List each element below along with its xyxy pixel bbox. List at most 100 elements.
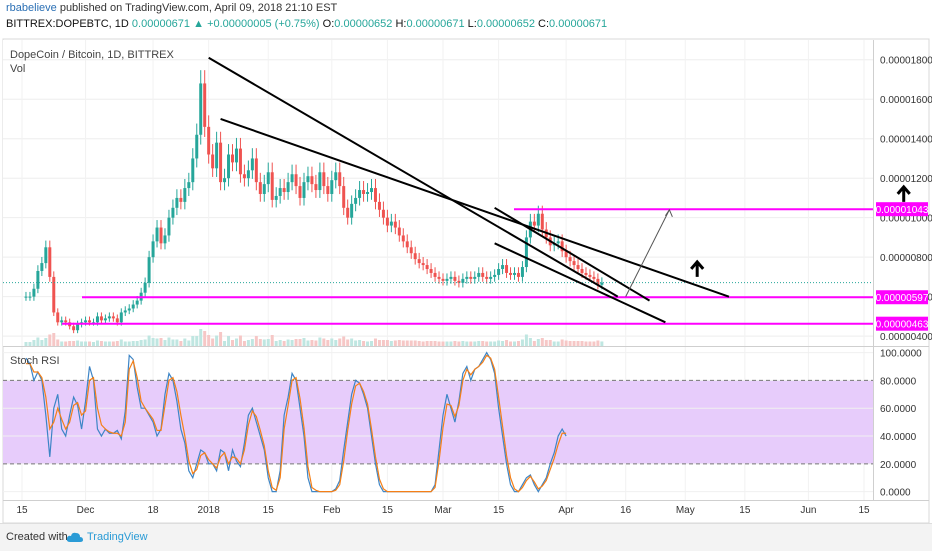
volume-bar [370, 341, 374, 346]
volume-bar [600, 341, 604, 346]
candle-body [437, 276, 441, 279]
volume-bar [520, 339, 524, 346]
volume-bar [425, 341, 429, 346]
projection-arrowhead [664, 208, 673, 217]
close-label: C: [538, 18, 550, 30]
trendline [220, 118, 730, 298]
candle-body [560, 241, 564, 252]
candle-body [449, 276, 453, 279]
candle-body [290, 174, 294, 183]
rsi-tick-label: 40.0000 [880, 432, 917, 443]
price-tick-label: 0.00001400 [880, 135, 932, 146]
volume-bar [536, 339, 540, 346]
volume-bar [84, 341, 88, 346]
volume-bar [72, 341, 76, 346]
volume-bar [91, 342, 95, 346]
candle-body [457, 280, 461, 283]
volume-bar [207, 335, 211, 346]
trendline [208, 56, 619, 298]
volume-bar [405, 340, 409, 346]
volume-bar [127, 341, 131, 346]
volume-bar [588, 341, 592, 346]
candle-body [215, 142, 219, 169]
candle-body [362, 190, 366, 194]
candle-body [409, 247, 413, 254]
volume-bar [441, 341, 445, 346]
volume-bar [346, 339, 350, 346]
candle-body [318, 172, 322, 191]
rsi-axis[interactable]: 100.0000 80.0000 60.0000 40.0000 20.0000 0.00… [880, 349, 922, 499]
volume-bar [417, 341, 421, 346]
candle-body [433, 272, 437, 277]
volume-bar [163, 340, 167, 346]
candle-body [250, 158, 254, 171]
candle-body [227, 154, 231, 179]
candle-body [278, 188, 282, 196]
chart-canvas[interactable]: DopeCoin / Bitcoin, 1D, BITTREX Vol 0.00… [0, 0, 932, 523]
candle-body [84, 320, 88, 323]
candle-body [274, 195, 278, 200]
volume-bar [262, 339, 266, 346]
volume-bar [143, 339, 147, 346]
candle-body [580, 269, 584, 273]
volume-bar [449, 341, 453, 346]
candle-body [556, 241, 560, 244]
candle-body [306, 176, 310, 183]
candle-body [219, 142, 223, 183]
time-tick-label: Mar [434, 505, 452, 516]
volume-bar [584, 341, 588, 346]
volume-bar [80, 341, 84, 346]
candle-body [231, 154, 234, 163]
volume-bar [274, 341, 278, 346]
candle-body [385, 217, 389, 226]
volume-bar [234, 338, 238, 346]
price-tick-label: 0.00001800 [880, 56, 932, 67]
volume-bar [453, 341, 457, 346]
candle-body [576, 265, 580, 270]
time-axis[interactable]: 15 Dec 18 2018 15 Feb 15 Mar 15 Apr 16 May 15 Jun 15 [16, 505, 870, 516]
candle-body [294, 174, 298, 187]
volume-bar [342, 336, 346, 346]
rsi-pane[interactable]: Stoch RSI 100.0000 80.0000 60.0000 40.0000 2… [3, 349, 922, 499]
candle-body [211, 154, 215, 169]
price-change: +0.00000005 (+0.75%) [207, 18, 320, 30]
up-arrow-icon [896, 184, 911, 202]
rsi-title: Stoch RSI [10, 355, 60, 367]
author-link[interactable]: rbabelieve [6, 2, 57, 14]
candle-body [88, 320, 92, 323]
volume-bar [485, 341, 489, 346]
volume-bar [477, 341, 481, 346]
volume-bar [421, 341, 425, 346]
time-tick-label: May [676, 505, 695, 516]
time-tick-label: 2018 [198, 505, 221, 516]
tradingview-link[interactable]: TradingView [87, 531, 148, 543]
candle-body [262, 184, 266, 194]
candle-body [175, 197, 179, 208]
volume-bar [457, 341, 461, 346]
volume-bar [52, 333, 56, 346]
candle-body [103, 318, 107, 321]
price-pane-bg [3, 40, 873, 346]
candle-body [183, 188, 187, 202]
candle-body [115, 318, 119, 323]
candle-body [346, 207, 350, 218]
volume-bar [48, 334, 52, 346]
volume-bar [242, 341, 246, 346]
last-price: 0.00000671 [131, 18, 191, 30]
volume-bar [147, 335, 151, 346]
volume-bar [437, 341, 441, 346]
volume-bar [135, 341, 139, 346]
candle-body [64, 320, 68, 323]
volume-bar [266, 339, 270, 346]
candle-body [44, 247, 48, 264]
price-pane[interactable]: DopeCoin / Bitcoin, 1D, BITTREX Vol 0.00… [3, 40, 932, 500]
volume-bar [556, 341, 560, 346]
candle-body [338, 172, 342, 187]
candle-body [187, 182, 191, 189]
volume-bar [60, 341, 64, 346]
volume-bar [32, 340, 36, 346]
price-axis[interactable]: 0.00001800 0.00001600 0.00001400 0.00001200… [876, 56, 932, 343]
open-value: 0.00000652 [334, 18, 393, 30]
candle-body [564, 251, 568, 258]
rsi-tick-label: 60.0000 [880, 404, 917, 415]
